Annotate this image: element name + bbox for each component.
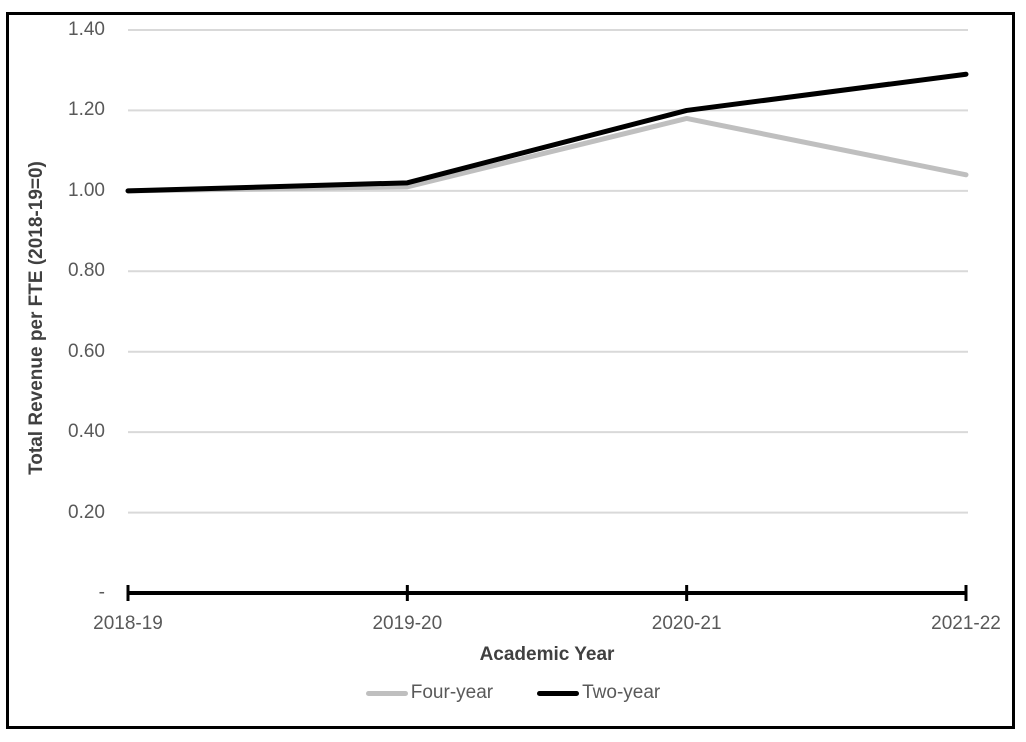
x-tick-label: 2021-22 [931,613,1001,634]
y-axis-title: Total Revenue per FTE (2018-19=0) [26,161,47,475]
y-tick-label: 0.80 [68,260,105,282]
legend-item-two-year: Two-year [537,682,660,704]
y-tick-label: 0.40 [68,421,105,443]
x-tick-label: 2018-19 [93,613,163,634]
y-tick-label: 1.40 [68,19,105,40]
x-tick-label: 2020-21 [651,613,722,634]
legend-line-swatch [365,690,408,696]
y-tick-label: 0.60 [68,340,105,362]
legend-label: Four-year [410,682,494,703]
x-tick-label: 2019-20 [372,613,443,634]
legend: Four-year Two-year [0,682,1026,704]
y-tick-label: 1.00 [68,179,105,201]
x-axis-title: Academic Year [479,644,615,665]
y-tick-label: - [98,582,105,603]
y-tick-label: 0.20 [68,501,105,523]
legend-line-swatch [537,690,580,696]
legend-item-four-year: Four-year [365,682,494,704]
y-tick-label: 1.20 [68,99,105,121]
legend-label: Two-year [582,682,661,703]
